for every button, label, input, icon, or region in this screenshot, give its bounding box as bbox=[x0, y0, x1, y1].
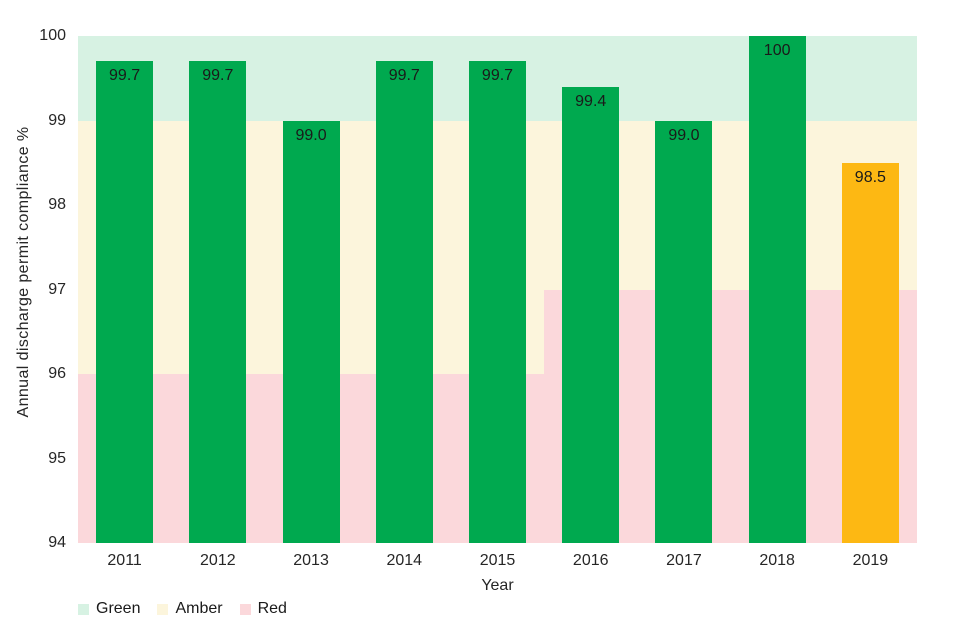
bar-value-label-2018: 100 bbox=[763, 42, 791, 59]
bar-value-label-2017: 99.0 bbox=[668, 126, 700, 144]
legend-swatch-amber bbox=[157, 603, 169, 615]
legend-item-green: Green bbox=[78, 600, 140, 618]
y-tick-97: 97 bbox=[48, 280, 66, 298]
y-axis-title: Annual discharge permit compliance % bbox=[15, 126, 32, 418]
x-tick-2017: 2017 bbox=[666, 552, 702, 569]
bar-value-label-2014: 99.7 bbox=[388, 67, 420, 85]
x-tick-2012: 2012 bbox=[200, 552, 236, 569]
legend-swatch-green bbox=[78, 603, 89, 615]
bar-value-label-2011: 99.7 bbox=[109, 67, 141, 85]
legend: Green Amber Red bbox=[78, 600, 287, 618]
bar-value-label-2019: 98.5 bbox=[854, 168, 886, 186]
x-tick-2015: 2015 bbox=[479, 552, 516, 569]
band-green bbox=[78, 36, 917, 121]
y-tick-98: 98 bbox=[48, 196, 66, 213]
bar-2011 bbox=[96, 61, 154, 543]
bar-value-label-2012: 99.7 bbox=[202, 67, 234, 85]
x-tick-2019: 2019 bbox=[852, 552, 889, 569]
x-tick-2013: 2013 bbox=[293, 552, 329, 569]
legend-label-red: Red bbox=[257, 600, 287, 617]
bar-2017 bbox=[655, 120, 713, 543]
y-tick-94: 94 bbox=[48, 534, 66, 551]
y-tick-100: 100 bbox=[39, 27, 66, 44]
legend-swatch-red bbox=[239, 603, 251, 615]
bar-2012 bbox=[189, 61, 247, 543]
bar-2019 bbox=[841, 162, 899, 543]
x-tick-2018: 2018 bbox=[759, 552, 795, 569]
band-amber bbox=[78, 120, 545, 374]
y-tick-95: 95 bbox=[48, 449, 66, 467]
bar-2016 bbox=[562, 86, 620, 543]
band-red bbox=[544, 289, 917, 543]
bar-value-label-2013: 99.0 bbox=[295, 126, 327, 144]
bar-value-label-2015: 99.7 bbox=[481, 67, 514, 85]
bar-value-label-2016: 99.4 bbox=[575, 92, 607, 110]
x-tick-2014: 2014 bbox=[386, 552, 423, 569]
x-tick-2011: 2011 bbox=[107, 552, 142, 569]
band-red bbox=[78, 374, 545, 543]
y-tick-96: 96 bbox=[48, 365, 66, 382]
x-axis-title: Year bbox=[481, 577, 514, 594]
legend-item-amber: Amber bbox=[157, 600, 223, 618]
y-tick-99: 99 bbox=[48, 111, 66, 129]
bar-2015 bbox=[469, 61, 526, 543]
x-tick-2016: 2016 bbox=[572, 552, 609, 569]
bar-2013 bbox=[282, 120, 340, 543]
bar-2018 bbox=[748, 36, 806, 543]
legend-label-amber: Amber bbox=[175, 600, 223, 617]
bar-2014 bbox=[375, 61, 433, 543]
band-amber bbox=[544, 120, 917, 290]
legend-label-green: Green bbox=[96, 600, 141, 617]
legend-item-red: Red bbox=[239, 600, 287, 618]
